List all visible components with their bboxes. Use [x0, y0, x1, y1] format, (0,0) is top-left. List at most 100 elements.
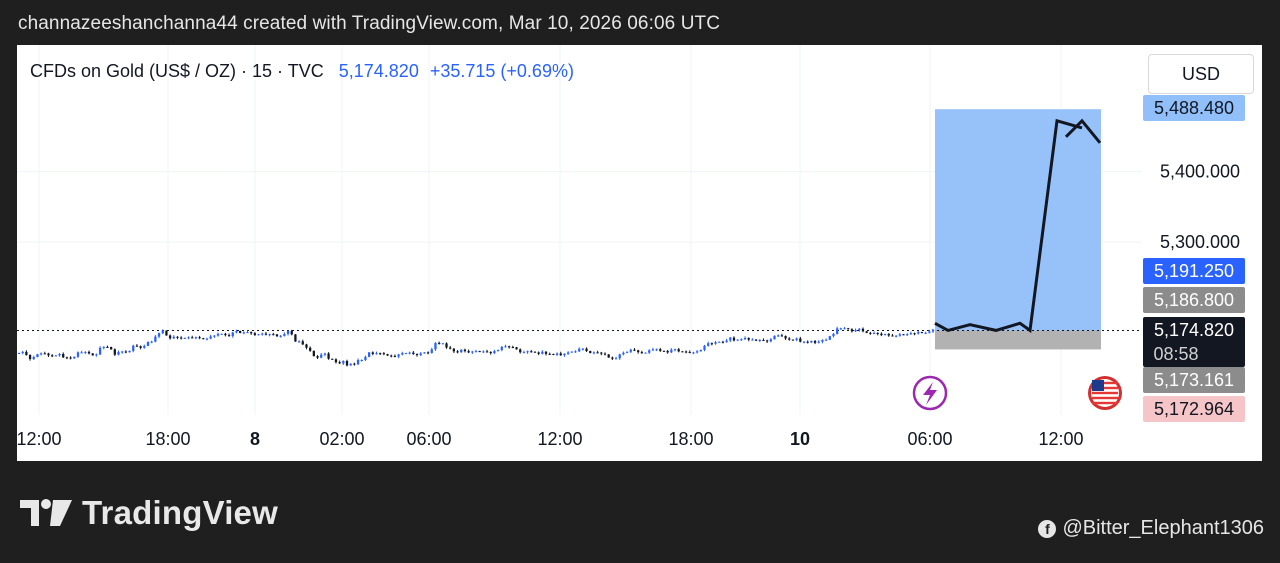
candle-body [515, 347, 518, 350]
candle-body [257, 334, 260, 336]
candle-body [629, 349, 632, 352]
candle-body [817, 341, 820, 343]
candle [736, 339, 739, 341]
candle [25, 350, 28, 356]
candle [69, 356, 72, 360]
candle-body [349, 363, 352, 366]
candle [426, 351, 430, 355]
candle [132, 344, 135, 353]
candle-body [69, 357, 72, 359]
candle-body [895, 335, 898, 337]
candle-body [426, 352, 430, 354]
candle [434, 342, 437, 351]
candle-body [345, 360, 349, 366]
price-chart[interactable]: 12:00 18:00 8 02:00 06:00 12:00 18:00 10 06:00 12… [17, 45, 1262, 461]
candle [920, 331, 924, 334]
candle [382, 351, 386, 356]
candle [673, 348, 677, 352]
candle-body [802, 341, 806, 343]
candle [581, 347, 585, 351]
candle-body [566, 352, 570, 354]
candle-body [718, 341, 721, 343]
candle [692, 351, 695, 355]
candle-body [438, 342, 441, 344]
candle [275, 334, 279, 337]
candle-body [876, 332, 879, 334]
candle [327, 352, 330, 360]
candle-body [393, 356, 397, 358]
candle [124, 350, 128, 354]
price-label-text: 5,172.964 [1154, 399, 1234, 419]
candle-body [600, 352, 603, 354]
candle-body [460, 349, 463, 353]
candle [139, 345, 142, 350]
candle-body [648, 350, 651, 353]
candle [578, 347, 581, 352]
candle-body [913, 333, 916, 335]
candle [865, 330, 868, 334]
price-label-blue: 5,191.250 [1143, 258, 1245, 284]
social-credit: f @Bitter_Elephant1306 [1038, 517, 1264, 540]
candle [172, 335, 175, 340]
candle-body [725, 340, 728, 343]
candle-body [113, 349, 116, 355]
candle [618, 353, 621, 360]
candle-body [530, 351, 533, 353]
candle-body [334, 359, 338, 363]
candle-body [220, 333, 223, 335]
candle [286, 330, 290, 336]
candle-body [784, 336, 787, 339]
candle-body [338, 362, 341, 364]
price-label-text: 5,173.161 [1154, 370, 1234, 390]
candle [356, 358, 360, 365]
candle-body [585, 348, 588, 352]
candle [460, 349, 463, 353]
candle [931, 328, 935, 334]
candle [21, 350, 24, 355]
candle-body [603, 353, 607, 355]
candle [449, 345, 452, 350]
candle [777, 334, 780, 338]
candle-body [401, 353, 404, 355]
candle-body [80, 352, 83, 354]
currency-button[interactable]: USD [1148, 54, 1254, 94]
candle [191, 335, 194, 339]
candle [858, 328, 861, 332]
candle-body [238, 331, 242, 333]
candle-body [747, 337, 750, 340]
candle-body [386, 354, 389, 356]
candle [913, 332, 916, 336]
candle-body [73, 356, 76, 359]
candle [367, 352, 371, 358]
candle [224, 332, 227, 337]
candle [386, 353, 389, 356]
candle-body [766, 340, 769, 342]
candle [205, 337, 209, 341]
candle [401, 351, 404, 356]
candle-body [449, 347, 452, 349]
candle-body [157, 333, 161, 337]
candle-body [202, 338, 205, 340]
x-tick-label: 18:00 [668, 429, 713, 449]
candle-body [28, 354, 32, 360]
candle-body [836, 328, 839, 334]
candle-body [467, 351, 470, 353]
candle-body [121, 351, 124, 353]
candle-body [309, 347, 312, 351]
candle [408, 351, 411, 355]
candle-body [522, 352, 526, 354]
candle-body [253, 333, 257, 335]
chart-panel[interactable]: 12:00 18:00 8 02:00 06:00 12:00 18:00 10 06:00 12… [17, 45, 1262, 461]
candle-body [36, 354, 39, 357]
candle [143, 344, 146, 349]
candle [684, 350, 688, 354]
price-label-text: 5,174.820 [1154, 320, 1234, 340]
candle-body [721, 341, 725, 343]
candle [17, 352, 21, 355]
candle-body [47, 353, 50, 356]
candle [216, 332, 220, 337]
candle-body [824, 339, 828, 341]
candle [478, 350, 481, 353]
candle [659, 347, 662, 352]
candle [32, 355, 35, 361]
